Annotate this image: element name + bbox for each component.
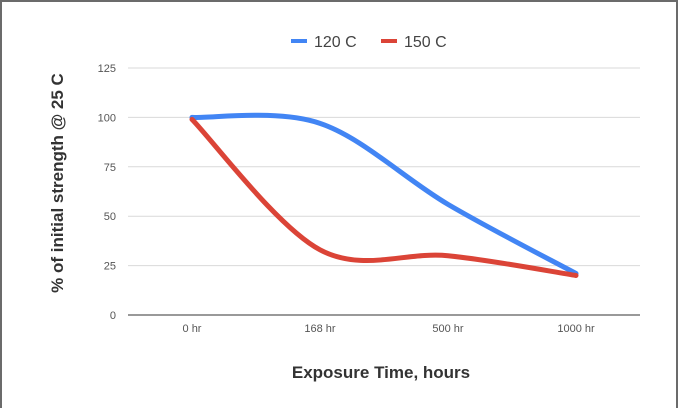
y-tick-label: 25 (104, 261, 116, 273)
series-line-120-c (189, 112, 579, 277)
x-tick-label: 1000 hr (557, 323, 595, 335)
y-tick-label: 0 (110, 310, 116, 322)
legend-label: 120 C (314, 34, 357, 51)
legend-item: 120 C (291, 34, 357, 51)
y-tick-label: 125 (98, 63, 116, 75)
gridlines (128, 67, 640, 316)
series-line-150-c (189, 116, 579, 278)
y-tick-label: 75 (104, 162, 116, 174)
x-tick-label: 168 hr (304, 323, 336, 335)
x-tick-label: 0 hr (183, 323, 202, 335)
y-tick-labels: 0 25 50 75 100 125 (98, 63, 116, 322)
y-axis-title: % of initial strength @ 25 C (48, 73, 67, 293)
legend-label: 150 C (404, 34, 447, 51)
legend: 120 C 150 C (291, 34, 447, 51)
y-tick-label: 50 (104, 211, 116, 223)
x-axis-title: Exposure Time, hours (292, 363, 470, 382)
x-tick-label: 500 hr (432, 323, 464, 335)
legend-item: 150 C (381, 34, 447, 51)
series-lines (189, 112, 579, 278)
x-tick-labels: 0 hr 168 hr 500 hr 1000 hr (183, 323, 595, 335)
y-tick-label: 100 (98, 112, 116, 124)
